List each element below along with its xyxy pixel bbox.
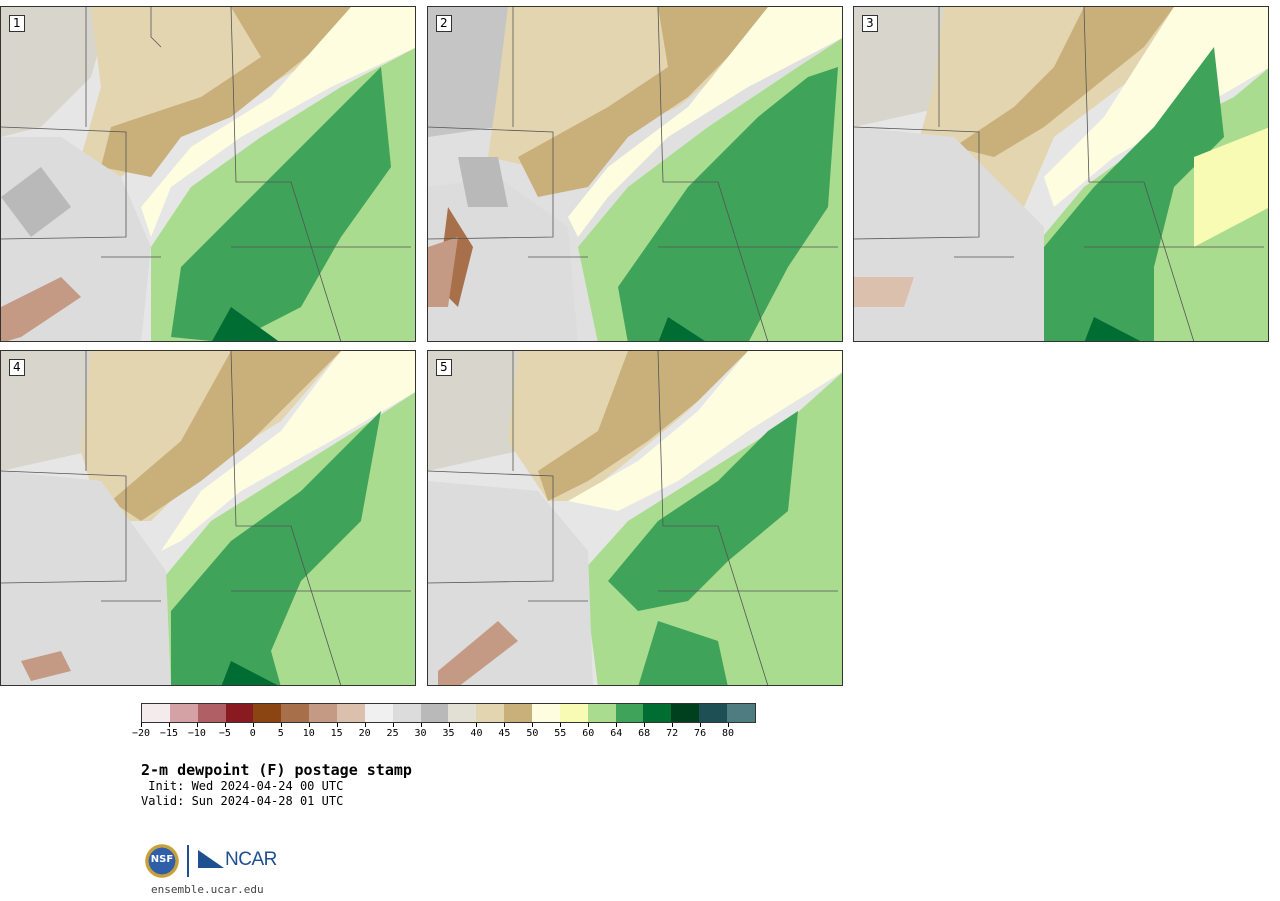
colorbar-swatch [142,704,170,722]
colorbar-tick [532,723,534,727]
colorbar-swatch [420,704,449,722]
colorbar-tick [448,723,450,727]
ncar-mark-icon [198,850,224,868]
logo-divider [187,845,189,877]
colorbar-tick-label: −20 [131,728,151,739]
colorbar-tick-label: 55 [554,728,567,739]
nsf-logo: NSF [145,844,179,878]
colorbar-tick [364,723,366,727]
colorbar-tick [700,723,702,727]
colorbar-swatch [587,704,616,722]
colorbar-swatch [169,704,198,722]
valid-time: Valid: Sun 2024-04-28 01 UTC [141,794,344,808]
colorbar [141,703,756,723]
colorbar-swatch [225,704,254,722]
dewpoint-map-4 [1,351,415,685]
colorbar-swatch [253,704,282,722]
panel-number: 2 [436,15,452,32]
colorbar-tick [196,723,198,727]
ncar-logo: NCAR [198,849,277,871]
colorbar-tick-label: 76 [694,728,707,739]
colorbar-swatch [448,704,477,722]
colorbar-swatch [643,704,672,722]
colorbar-tick [420,723,422,727]
colorbar-tick-label: 60 [582,728,595,739]
colorbar-tick [644,723,646,727]
colorbar-swatch [699,704,728,722]
panel-number: 3 [862,15,878,32]
colorbar-swatch [476,704,505,722]
colorbar-tick [728,723,730,727]
colorbar-tick [224,723,226,727]
colorbar-tick [280,723,282,727]
ncar-logo-text: NCAR [225,849,277,870]
colorbar-swatch [281,704,310,722]
colorbar-swatch [615,704,644,722]
colorbar-swatch [727,704,755,722]
map-panel-4: 4 [0,350,416,686]
colorbar-tick [588,723,590,727]
colorbar-tick [560,723,562,727]
nsf-logo-text: NSF [150,854,174,865]
colorbar-tick [168,723,170,727]
colorbar-tick-label: 30 [414,728,427,739]
panel-number: 4 [9,359,25,376]
colorbar-tick-label: 80 [722,728,735,739]
colorbar-tick-label: −15 [159,728,178,739]
dewpoint-map-5 [428,351,842,685]
colorbar-tick-label: 50 [526,728,539,739]
colorbar-tick-label: 40 [470,728,483,739]
dewpoint-map-3 [854,7,1268,341]
colorbar-ticks: −20 −15 −10 −5 0 5 10 15 20 25 30 35 40 45 50 55 60 64 68 7… [132,723,756,741]
map-panel-2: 2 [427,6,843,342]
colorbar-tick-label: 35 [442,728,455,739]
chart-title: 2-m dewpoint (F) postage stamp [141,761,412,779]
colorbar-tick-label: −5 [218,728,231,739]
colorbar-tick-label: 68 [638,728,651,739]
colorbar-tick-label: 25 [386,728,399,739]
panel-number: 5 [436,359,452,376]
colorbar-tick [476,723,478,727]
colorbar-swatch [392,704,421,722]
colorbar-tick-label: 45 [498,728,511,739]
colorbar-tick [616,723,618,727]
colorbar-swatch [197,704,226,722]
colorbar-swatch [504,704,533,722]
colorbar-swatch [671,704,700,722]
colorbar-tick-label: 15 [330,728,343,739]
dewpoint-map-2 [428,7,842,341]
colorbar-tick-label: 64 [610,728,623,739]
map-panel-1: 1 [0,6,416,342]
colorbar-tick [392,723,394,727]
colorbar-tick [252,723,254,727]
colorbar-tick-label: 5 [277,728,284,739]
dewpoint-map-1 [1,7,415,341]
colorbar-tick-label: 72 [666,728,679,739]
colorbar-swatch [309,704,338,722]
map-panel-5: 5 [427,350,843,686]
colorbar-swatch [337,704,365,722]
colorbar-tick [504,723,506,727]
colorbar-tick [141,723,142,727]
colorbar-tick-label: 20 [358,728,371,739]
panel-number: 1 [9,15,25,32]
colorbar-tick-label: 10 [302,728,315,739]
colorbar-tick [672,723,674,727]
colorbar-swatch [364,704,393,722]
map-panel-3: 3 [853,6,1269,342]
colorbar-tick [308,723,310,727]
colorbar-tick-label: −10 [187,728,206,739]
colorbar-swatch [532,704,560,722]
colorbar-tick-label: 0 [249,728,256,739]
colorbar-swatch [559,704,588,722]
init-time: Init: Wed 2024-04-24 00 UTC [141,779,344,793]
site-url: ensemble.ucar.edu [151,883,264,896]
colorbar-tick [336,723,338,727]
